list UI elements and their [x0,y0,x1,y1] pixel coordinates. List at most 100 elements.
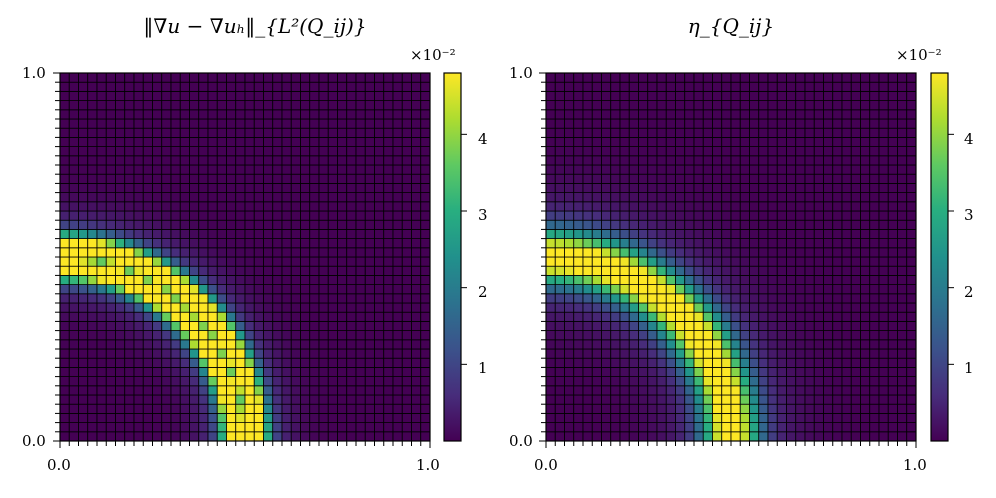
heatmap-cell [216,293,227,304]
heatmap-cell [758,357,769,368]
heatmap-cell [730,366,741,377]
heatmap-cell [198,293,209,304]
heatmap-cell [795,247,806,258]
heatmap-cell [656,72,667,83]
heatmap-cell [309,109,320,120]
heatmap-cell [878,247,889,258]
heatmap-cell [59,311,70,322]
heatmap-cell [198,210,209,221]
heatmap-cell [554,284,565,295]
heatmap-cell [179,293,190,304]
heatmap-cell [573,366,584,377]
heatmap-cell [554,385,565,396]
heatmap-cell [897,109,908,120]
heatmap-cell [610,155,621,166]
heatmap-cell [638,228,649,239]
heatmap-cell [216,192,227,203]
heatmap-cell [59,192,70,203]
heatmap-cell [675,164,686,175]
heatmap-cell [216,91,227,102]
heatmap-cell [309,412,320,423]
heatmap-cell [78,109,89,120]
heatmap-cell [582,146,593,157]
heatmap-cell [105,265,116,276]
heatmap-cell [897,228,908,239]
heatmap-cell [712,256,723,267]
heatmap-cell [638,219,649,230]
heatmap-cell [78,320,89,331]
heatmap-cell [850,366,861,377]
heatmap-cell [161,256,172,267]
heatmap-cell [337,81,348,92]
heatmap-cell [832,348,843,359]
heatmap-cell [383,284,394,295]
heatmap-cell [887,238,898,249]
heatmap-cell [87,210,98,221]
heatmap-cell [346,339,357,350]
heatmap-cell [170,219,181,230]
heatmap-cell [832,385,843,396]
heatmap-cell [767,311,778,322]
heatmap-cell [869,431,880,442]
heatmap-cell [545,284,556,295]
heatmap-cell [392,136,403,147]
heatmap-cell [786,118,797,129]
heatmap-cell [850,357,861,368]
heatmap-cell [152,394,163,405]
heatmap-cell [253,192,264,203]
heatmap-cell [244,366,255,377]
heatmap-cell [309,210,320,221]
heatmap-cell [161,127,172,138]
heatmap-cell [832,376,843,387]
heatmap-cell [207,302,218,313]
heatmap-cell [721,302,732,313]
heatmap-cell [675,431,686,442]
heatmap-cell [68,182,79,193]
heatmap-cell [887,339,898,350]
heatmap-cell [346,72,357,83]
heatmap-cell [906,284,917,295]
heatmap-cell [207,284,218,295]
heatmap-cell [142,210,153,221]
heatmap-cell [179,155,190,166]
heatmap-cell [263,403,274,414]
heatmap-cell [730,284,741,295]
heatmap-cell [665,302,676,313]
heatmap-cell [619,164,630,175]
heatmap-cell [309,164,320,175]
heatmap-cell [309,219,320,230]
heatmap-cell [887,164,898,175]
heatmap-cell [198,173,209,184]
heatmap-cell [610,274,621,285]
heatmap-cell [813,265,824,276]
heatmap-cell [582,339,593,350]
heatmap-cell [675,238,686,249]
heatmap-cell [897,164,908,175]
heatmap-cell [364,81,375,92]
heatmap-cell [693,91,704,102]
heatmap-cell [804,72,815,83]
heatmap-cell [887,265,898,276]
heatmap-cell [767,274,778,285]
heatmap-cell [795,394,806,405]
heatmap-cell [105,164,116,175]
heatmap-cell [869,201,880,212]
heatmap-cell [795,293,806,304]
heatmap-cell [300,412,311,423]
heatmap-cell [253,247,264,258]
heatmap-cell [68,238,79,249]
heatmap-cell [78,146,89,157]
heatmap-cell [318,357,329,368]
heatmap-cell [841,127,852,138]
heatmap-cell [869,127,880,138]
heatmap-cell [841,385,852,396]
heatmap-cell [601,100,612,111]
heatmap-cell [152,302,163,313]
heatmap-cell [813,247,824,258]
heatmap-cell [290,72,301,83]
heatmap-cell [693,109,704,120]
heatmap-cell [68,376,79,387]
heatmap-cell [364,109,375,120]
heatmap-cell [702,302,713,313]
heatmap-cell [823,376,834,387]
